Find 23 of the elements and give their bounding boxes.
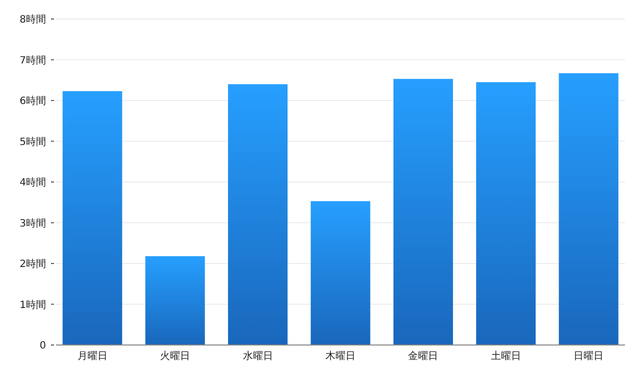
x-tick-label: 木曜日	[326, 350, 356, 362]
bar	[145, 256, 205, 345]
y-tick-label: 6時間	[20, 95, 46, 107]
x-tick-label: 金曜日	[408, 350, 438, 362]
y-tick-label: 7時間	[20, 54, 46, 66]
y-tick-label: 0	[40, 340, 46, 352]
bar	[62, 91, 122, 345]
y-tick-label: 2時間	[20, 258, 46, 270]
y-tick-label: 3時間	[20, 217, 46, 230]
x-tick-label: 火曜日	[160, 350, 190, 362]
x-tick-label: 水曜日	[242, 350, 273, 362]
y-tick-label: 8時間	[20, 14, 46, 26]
y-tick-label: 5時間	[20, 136, 46, 148]
bar	[476, 82, 536, 345]
x-tick-label: 月曜日	[77, 350, 108, 362]
y-tick-label: 1時間	[20, 298, 46, 311]
x-tick-label: 土曜日	[490, 350, 521, 362]
bar	[558, 73, 618, 345]
x-tick-label: 日曜日	[574, 350, 604, 362]
bar	[393, 78, 453, 345]
bar	[228, 84, 288, 345]
y-tick-label: 4時間	[20, 176, 46, 188]
bar	[310, 201, 370, 345]
